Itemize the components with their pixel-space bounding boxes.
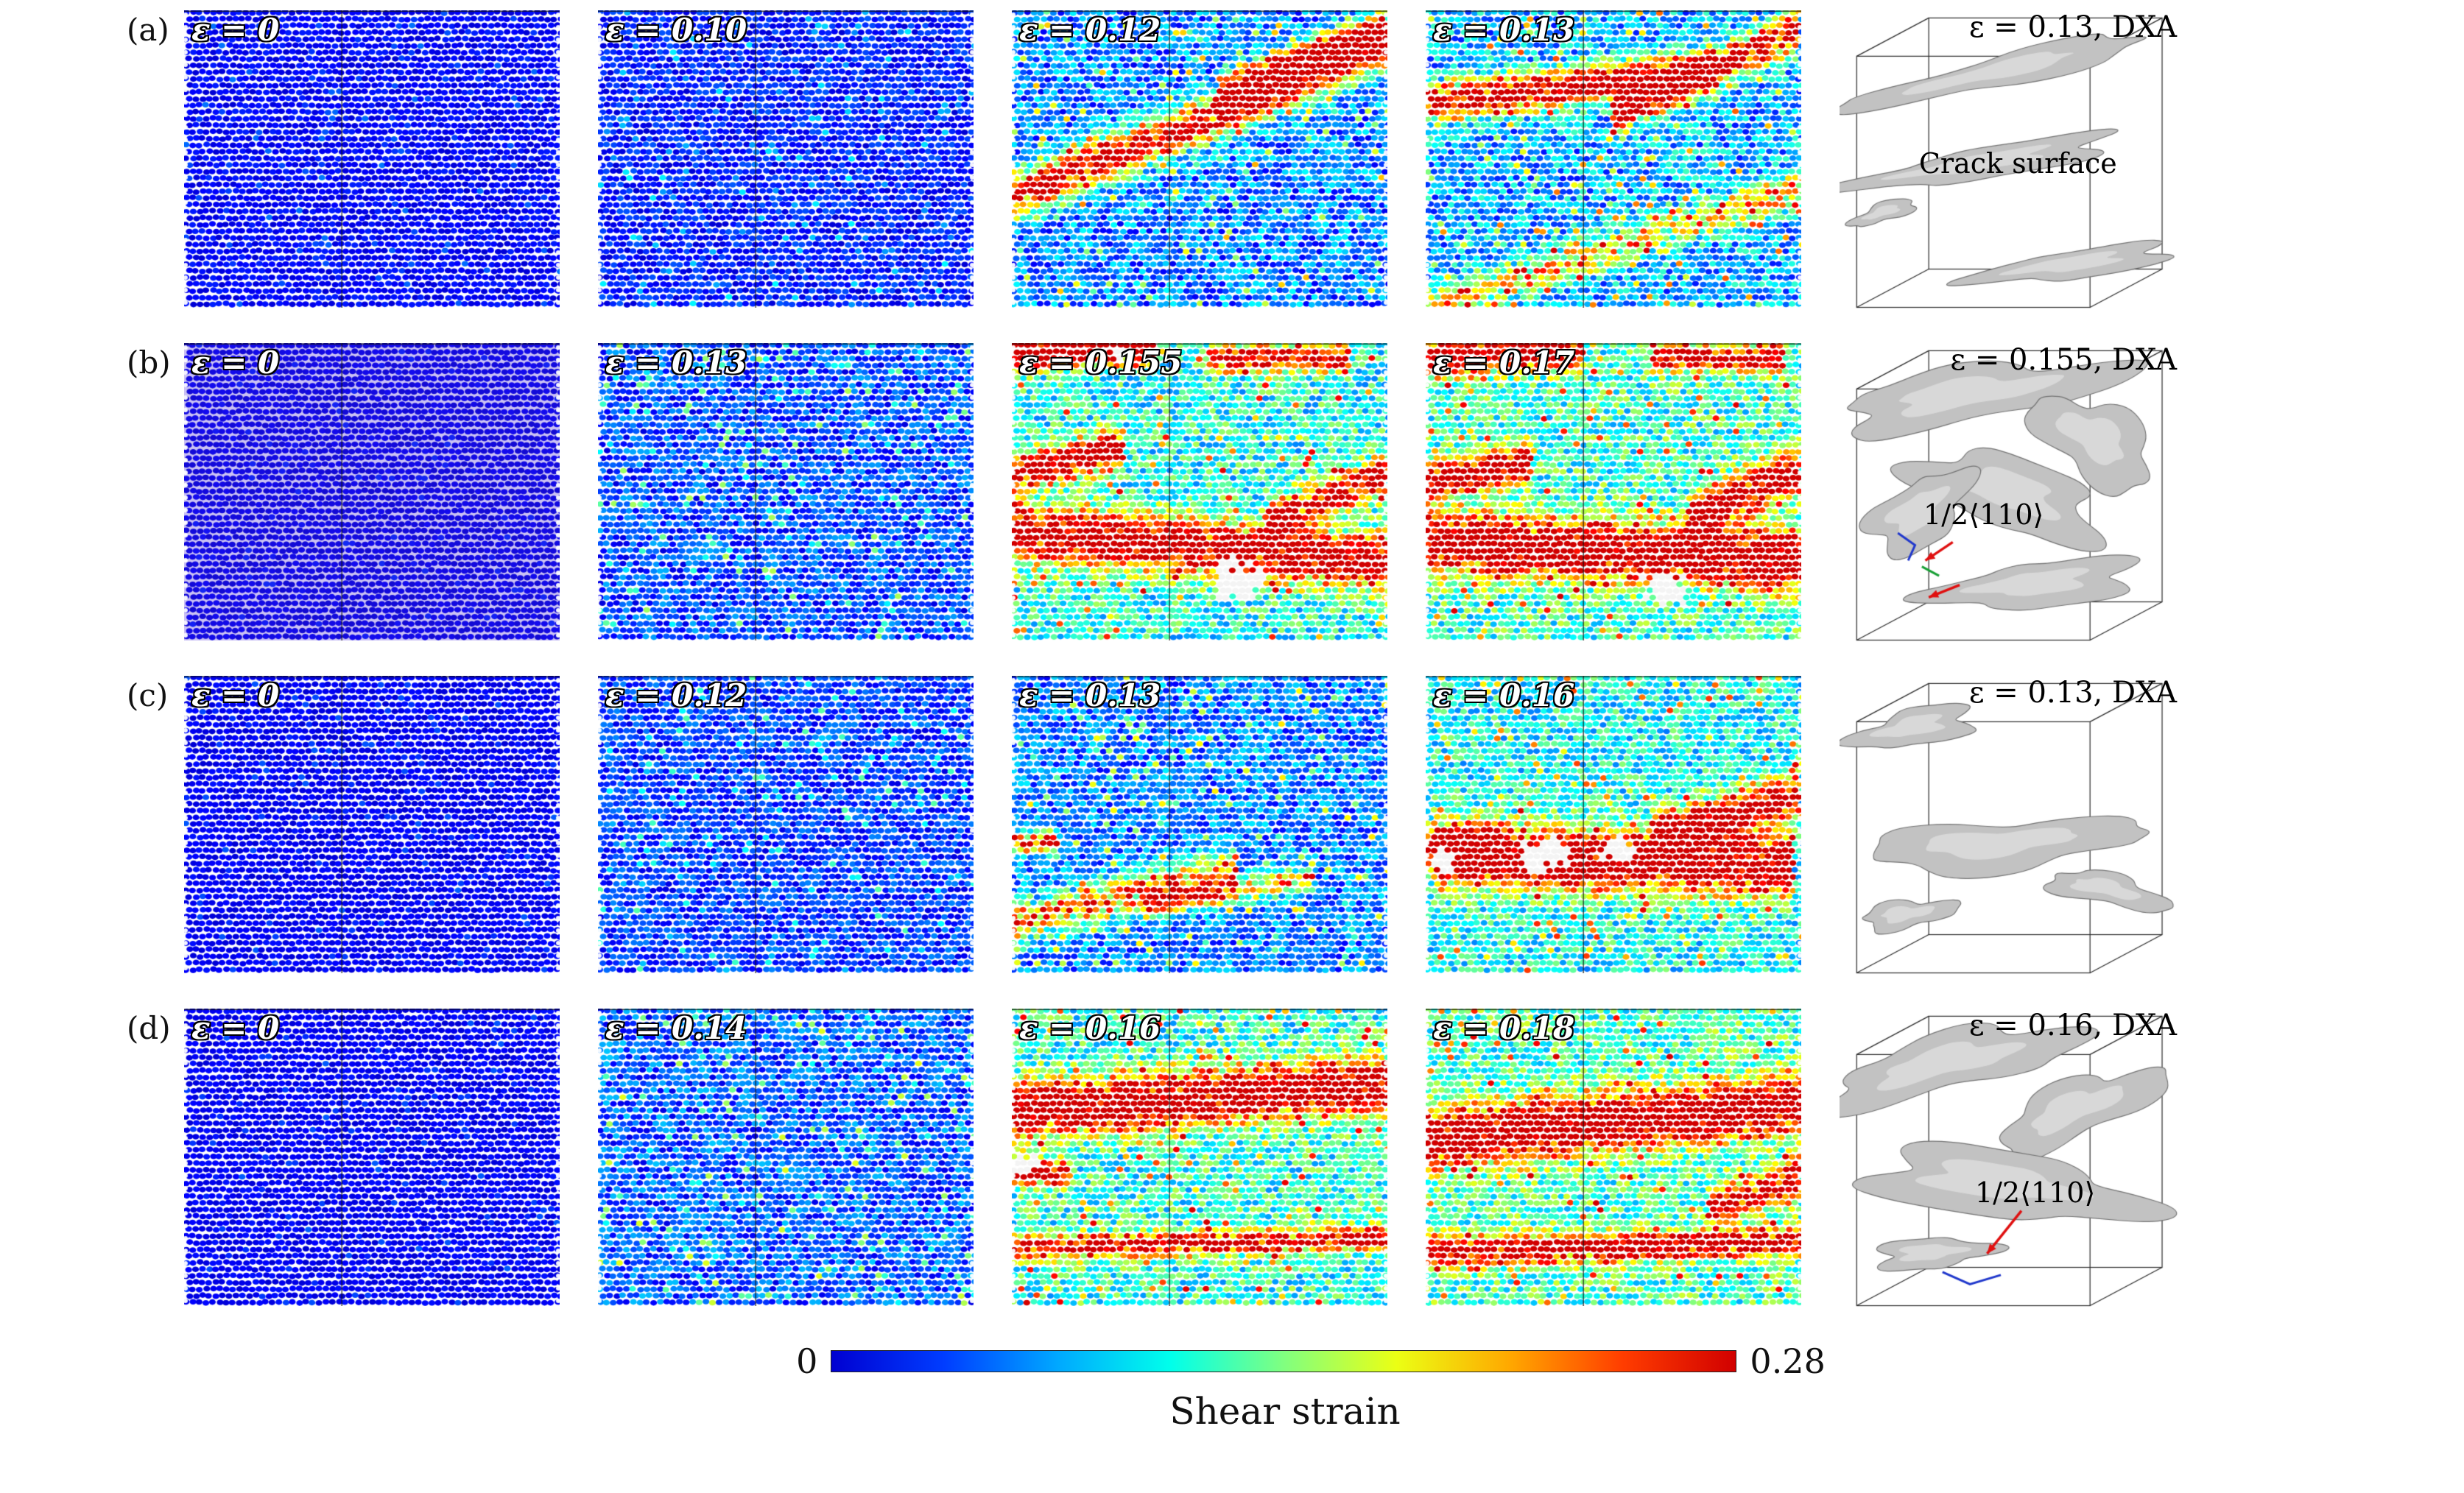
crack-surface-annotation: Crack surface — [1918, 147, 2117, 180]
figure-row-c: (c) ε = 0 ε = 0.12 ε = 0.13 ε = 0.16 ε =… — [88, 676, 2464, 982]
sim-snapshot-canvas — [598, 1009, 974, 1306]
sim-panel: ε = 0.17 — [1426, 343, 1801, 640]
dxa-render-canvas — [1840, 10, 2183, 317]
strain-label: ε = 0 — [191, 345, 280, 381]
dxa-panel: ε = 0.13, DXA Crack surface — [1840, 10, 2183, 317]
dxa-panel: ε = 0.155, DXA 1/2⟨110⟩ — [1840, 343, 2183, 649]
strain-label: ε = 0.155 — [1019, 345, 1183, 381]
strain-label: ε = 0.17 — [1433, 345, 1575, 381]
strain-label: ε = 0 — [191, 677, 280, 713]
dxa-panel: ε = 0.13, DXA — [1840, 676, 2183, 982]
strain-label: ε = 0 — [191, 12, 280, 48]
strain-label: ε = 0.13 — [605, 345, 747, 381]
sim-panel: ε = 0.155 — [1012, 343, 1387, 640]
sim-panel: ε = 0.12 — [598, 676, 974, 973]
strain-label: ε = 0.16 — [1433, 677, 1575, 713]
dxa-render-canvas — [1840, 1009, 2183, 1315]
sim-panel: ε = 0.10 — [598, 10, 974, 308]
sim-snapshot-canvas — [1012, 10, 1387, 308]
sim-snapshot-canvas — [598, 343, 974, 640]
sim-snapshot-canvas — [1426, 10, 1801, 308]
strain-label: ε = 0 — [191, 1010, 280, 1046]
dxa-title: ε = 0.13, DXA — [1968, 10, 2177, 44]
strain-label: ε = 0.13 — [1433, 12, 1575, 48]
colorbar-gradient — [831, 1350, 1737, 1372]
sim-snapshot-canvas — [184, 343, 560, 640]
sim-panel: ε = 0.18 — [1426, 1009, 1801, 1306]
dxa-title: ε = 0.16, DXA — [1968, 1009, 2177, 1042]
dxa-render-canvas — [1840, 676, 2183, 982]
sim-panel: ε = 0 — [184, 676, 560, 973]
colorbar-min-tick: 0 — [796, 1341, 818, 1381]
md-simulation-figure: (a) ε = 0 ε = 0.10 ε = 0.12 ε = 0.13 ε =… — [88, 10, 2464, 1433]
colorbar: 0 0.28 Shear strain — [788, 1341, 1834, 1433]
row-label-a: (a) — [127, 12, 169, 48]
strain-label: ε = 0.12 — [1019, 12, 1161, 48]
sim-snapshot-canvas — [184, 10, 560, 308]
sim-panel: ε = 0 — [184, 343, 560, 640]
sim-snapshot-canvas — [1426, 1009, 1801, 1306]
strain-label: ε = 0.10 — [605, 12, 747, 48]
strain-label: ε = 0.12 — [605, 677, 747, 713]
colorbar-max-tick: 0.28 — [1750, 1341, 1826, 1381]
sim-snapshot-canvas — [1426, 343, 1801, 640]
figure-row-b: (b) ε = 0 ε = 0.13 ε = 0.155 ε = 0.17 ε … — [88, 343, 2464, 649]
strain-label: ε = 0.14 — [605, 1010, 747, 1046]
sim-panel: ε = 0.13 — [1426, 10, 1801, 308]
dxa-panel: ε = 0.16, DXA 1/2⟨110⟩ — [1840, 1009, 2183, 1315]
dxa-title: ε = 0.155, DXA — [1950, 343, 2177, 377]
sim-panel: ε = 0.16 — [1426, 676, 1801, 973]
sim-snapshot-canvas — [1012, 676, 1387, 973]
colorbar-row: 0 0.28 — [796, 1341, 1826, 1381]
sim-panel: ε = 0 — [184, 10, 560, 308]
sim-snapshot-canvas — [184, 676, 560, 973]
figure-row-d: (d) ε = 0 ε = 0.14 ε = 0.16 ε = 0.18 ε =… — [88, 1009, 2464, 1315]
sim-panel: ε = 0.13 — [598, 343, 974, 640]
sim-snapshot-canvas — [598, 676, 974, 973]
sim-snapshot-canvas — [1426, 676, 1801, 973]
burgers-vector-annotation: 1/2⟨110⟩ — [1923, 498, 2044, 531]
strain-label: ε = 0.13 — [1019, 677, 1161, 713]
row-label-d: (d) — [127, 1010, 171, 1046]
colorbar-label: Shear strain — [1169, 1390, 1401, 1433]
sim-panel: ε = 0.12 — [1012, 10, 1387, 308]
row-label-b: (b) — [127, 345, 171, 381]
sim-snapshot-canvas — [598, 10, 974, 308]
figure-row-a: (a) ε = 0 ε = 0.10 ε = 0.12 ε = 0.13 ε =… — [88, 10, 2464, 317]
strain-label: ε = 0.16 — [1019, 1010, 1161, 1046]
sim-panel: ε = 0.16 — [1012, 1009, 1387, 1306]
sim-panel: ε = 0.14 — [598, 1009, 974, 1306]
dxa-render-canvas — [1840, 343, 2183, 649]
dxa-title: ε = 0.13, DXA — [1968, 676, 2177, 710]
sim-panel: ε = 0 — [184, 1009, 560, 1306]
sim-snapshot-canvas — [184, 1009, 560, 1306]
sim-snapshot-canvas — [1012, 343, 1387, 640]
row-label-c: (c) — [127, 677, 169, 713]
strain-label: ε = 0.18 — [1433, 1010, 1575, 1046]
sim-snapshot-canvas — [1012, 1009, 1387, 1306]
sim-panel: ε = 0.13 — [1012, 676, 1387, 973]
burgers-vector-annotation: 1/2⟨110⟩ — [1974, 1176, 2096, 1209]
